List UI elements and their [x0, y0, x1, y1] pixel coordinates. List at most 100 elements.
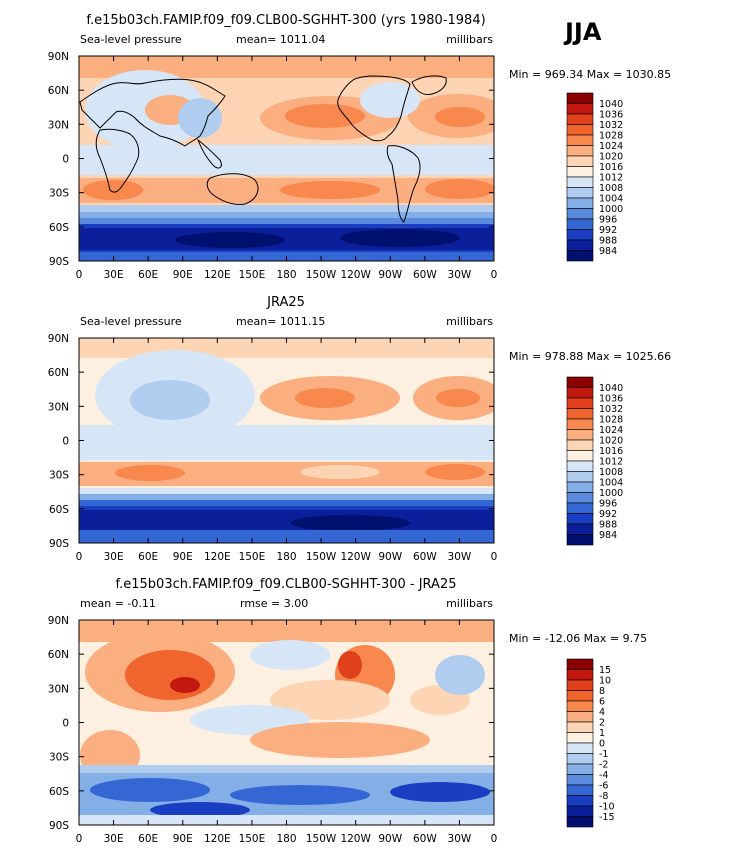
- map-field: [79, 56, 494, 261]
- colorbar-label: 1020: [599, 436, 623, 447]
- lat-tick-label: 30S: [49, 752, 69, 764]
- rmse-label: rmse = 3.00: [240, 597, 308, 610]
- variable-label: Sea-level pressure: [80, 315, 182, 328]
- mean-label: mean= 1011.04: [236, 33, 325, 46]
- colorbar-cell: [566, 753, 594, 765]
- colorbar-label: 1012: [599, 457, 623, 468]
- units-label: millibars: [446, 315, 493, 328]
- lon-tick-label: 90E: [173, 833, 193, 845]
- colorbar-label: 0: [599, 739, 605, 750]
- lat-tick-label: 0: [62, 436, 69, 448]
- colorbar-label: 1036: [599, 394, 623, 405]
- lon-tick-label: 120W: [340, 551, 371, 563]
- axis-ticks: [78, 337, 495, 544]
- lon-tick-label: 60W: [413, 551, 437, 563]
- colorbar-cell: [566, 805, 594, 817]
- axis-ticks: [78, 619, 495, 826]
- lat-tick-label: 60S: [49, 222, 69, 234]
- lat-tick-label: 30S: [49, 470, 69, 482]
- lon-tick-label: 60E: [138, 833, 158, 845]
- colorbar-cell: [566, 124, 594, 136]
- colorbar-label: 15: [599, 665, 611, 676]
- colorbar-label: 1004: [599, 194, 623, 205]
- colorbar-label: -1: [599, 749, 608, 760]
- colorbar-cell: [566, 439, 594, 451]
- colorbar-cell: [566, 208, 594, 220]
- lon-tick-label: 30E: [104, 269, 124, 281]
- colorbar-label: 1040: [599, 383, 623, 394]
- colorbar-cell: [566, 658, 594, 670]
- lon-tick-label: 120E: [204, 551, 231, 563]
- colorbar-cell: [566, 679, 594, 691]
- lon-tick-label: 30E: [104, 551, 124, 563]
- colorbar-cell: [566, 732, 594, 744]
- lon-tick-label: 180: [276, 833, 296, 845]
- colorbar-cell: [566, 492, 594, 504]
- colorbar-label: 1024: [599, 141, 623, 152]
- lat-tick-label: 90N: [48, 51, 69, 63]
- colorbar-cell: [566, 229, 594, 241]
- colorbar-cell: [566, 218, 594, 230]
- colorbar-label: 1008: [599, 183, 623, 194]
- colorbar-label: 1012: [599, 173, 623, 184]
- colorbar-label: 1032: [599, 120, 623, 131]
- colorbar-label: 984: [599, 530, 617, 541]
- colorbar-cell: [566, 418, 594, 430]
- colorbar-label: 4: [599, 707, 605, 718]
- lon-tick-label: 30W: [448, 833, 472, 845]
- colorbar-label: 1020: [599, 152, 623, 163]
- colorbar-cell: [566, 103, 594, 115]
- colorbar-cell: [566, 763, 594, 775]
- colorbar-label: 6: [599, 697, 605, 708]
- lon-tick-label: 150W: [306, 833, 337, 845]
- colorbar-label: 1016: [599, 446, 623, 457]
- colorbar-cell: [566, 187, 594, 199]
- lon-tick-label: 0: [76, 833, 83, 845]
- colorbar-label: 992: [599, 509, 617, 520]
- panel-title: f.e15b03ch.FAMIP.f09_f09.CLB00-SGHHT-300…: [86, 13, 485, 28]
- units-label: millibars: [446, 597, 493, 610]
- lat-tick-label: 0: [62, 718, 69, 730]
- colorbar-label: 996: [599, 499, 617, 510]
- colorbar-cell: [566, 197, 594, 209]
- lat-tick-label: 90S: [49, 820, 69, 832]
- lon-tick-label: 60W: [413, 833, 437, 845]
- colorbar-label: 1028: [599, 415, 623, 426]
- colorbar-label: 1000: [599, 488, 623, 499]
- variable-label: Sea-level pressure: [80, 33, 182, 46]
- colorbar-label: 8: [599, 686, 605, 697]
- colorbar: 1040103610321028102410201016101210081004…: [566, 92, 623, 262]
- colorbar-cell: [566, 397, 594, 409]
- colorbar-label: 1004: [599, 478, 623, 489]
- lon-tick-label: 180: [276, 269, 296, 281]
- colorbar-label: -2: [599, 760, 608, 771]
- panel-difference: f.e15b03ch.FAMIP.f09_f09.CLB00-SGHHT-300…: [48, 577, 647, 845]
- lon-tick-label: 90W: [378, 833, 402, 845]
- lon-tick-label: 60E: [138, 551, 158, 563]
- lon-tick-label: 150W: [306, 269, 337, 281]
- lon-tick-label: 0: [491, 269, 498, 281]
- colorbar-cell: [566, 534, 594, 546]
- colorbar-label: 10: [599, 676, 611, 687]
- colorbar-label: -8: [599, 791, 608, 802]
- lat-tick-label: 90S: [49, 256, 69, 268]
- colorbar-cell: [566, 711, 594, 723]
- colorbar-label: 1024: [599, 425, 623, 436]
- lon-tick-label: 120E: [204, 269, 231, 281]
- colorbar-cell: [566, 481, 594, 493]
- colorbar: 1040103610321028102410201016101210081004…: [566, 376, 623, 546]
- lon-tick-label: 30E: [104, 833, 124, 845]
- colorbar-label: 1016: [599, 162, 623, 173]
- colorbar-cell: [566, 700, 594, 712]
- lat-tick-labels: 90N 60N 30N 0 30S 60S 90S: [48, 615, 70, 832]
- colorbar-cell: [566, 816, 594, 828]
- lat-tick-label: 30N: [48, 401, 69, 413]
- coastlines: [79, 75, 447, 223]
- lat-tick-label: 30S: [49, 188, 69, 200]
- colorbar-cell: [566, 742, 594, 754]
- map-field: [79, 338, 494, 543]
- lat-tick-labels: 90N 60N 30N 0 30S 60S 90S: [48, 333, 70, 550]
- lat-tick-label: 90N: [48, 333, 69, 345]
- colorbar-cell: [566, 387, 594, 399]
- colorbar-cell: [566, 795, 594, 807]
